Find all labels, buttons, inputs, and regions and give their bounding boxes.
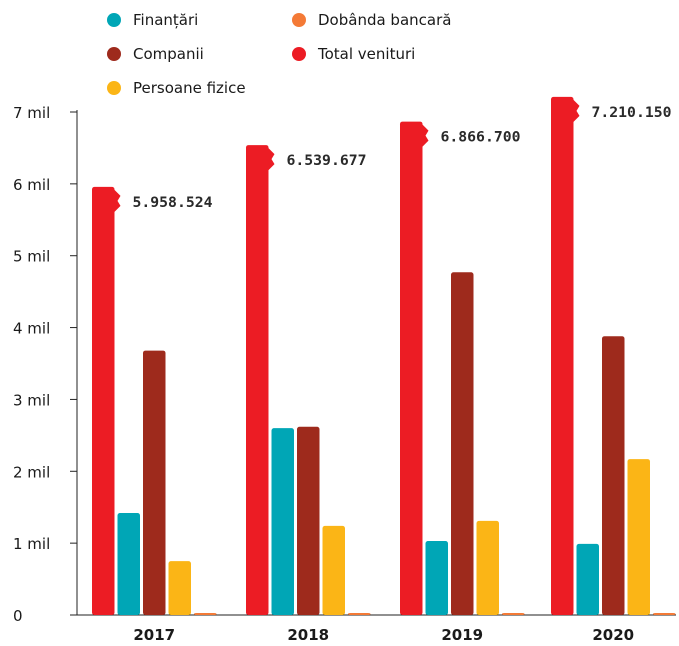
total-labels: 5.958.524 6.539.677 6.866.700 7.210.150 xyxy=(113,98,672,213)
total-value-label: 6.539.677 xyxy=(287,153,367,169)
legend-swatch xyxy=(292,47,306,61)
y-tick-label: 1 mil xyxy=(13,535,50,553)
y-tick-label: 3 mil xyxy=(13,391,50,409)
bar-persoane-fizice-2018 xyxy=(322,525,345,615)
bar-companii-2017 xyxy=(143,350,166,615)
bar-dobanda-bancara-2018 xyxy=(348,613,371,615)
legend-item-companii: Companii xyxy=(107,45,204,63)
callout-tail xyxy=(421,123,429,148)
legend-swatch xyxy=(107,81,121,95)
legend-label: Finanțări xyxy=(133,11,199,29)
legend-item-persoane-fizice: Persoane fizice xyxy=(107,79,246,97)
legend-label: Persoane fizice xyxy=(133,79,246,97)
bar-companii-2020 xyxy=(602,336,625,615)
x-tick-label: 2017 xyxy=(133,626,175,644)
bar-persoane-fizice-2020 xyxy=(627,459,650,615)
bar-finantari-2020 xyxy=(576,543,599,615)
legend-label: Total venituri xyxy=(318,45,416,63)
y-tick-label: 4 mil xyxy=(13,320,50,338)
y-axis: 0 1 mil 2 mil 3 mil 4 mil 5 mil 6 mil 7 mil xyxy=(13,104,676,625)
bar-dobanda-bancara-2020 xyxy=(653,613,676,615)
bar-total-venituri-2017 xyxy=(92,186,115,615)
total-value-label: 7.210.150 xyxy=(592,105,672,121)
bar-total-venituri-2019 xyxy=(400,121,423,616)
legend-item-finantari: Finanțări xyxy=(107,11,198,29)
bar-companii-2019 xyxy=(451,272,474,615)
bar-total-venituri-2020 xyxy=(551,96,574,615)
bar-persoane-fizice-2017 xyxy=(168,561,191,615)
legend-swatch xyxy=(107,13,121,27)
y-tick-label: 7 mil xyxy=(13,104,50,122)
bar-dobanda-bancara-2017 xyxy=(194,613,217,615)
bar-total-venituri-2018 xyxy=(246,145,269,615)
legend-label: Companii xyxy=(133,45,204,63)
x-axis: 2017 2018 2019 2020 xyxy=(133,626,634,644)
x-tick-label: 2019 xyxy=(441,626,483,644)
y-tick-label: 2 mil xyxy=(13,463,50,481)
callout-tail xyxy=(572,98,580,123)
legend-label: Dobânda bancară xyxy=(318,11,452,29)
callout-tail xyxy=(267,147,275,172)
total-value-label: 5.958.524 xyxy=(133,195,213,211)
bar-dobanda-bancara-2019 xyxy=(502,613,525,615)
legend-item-total-venituri: Total venituri xyxy=(292,45,415,63)
bar-finantari-2018 xyxy=(271,428,294,615)
y-tick-label: 5 mil xyxy=(13,248,50,266)
bar-companii-2018 xyxy=(297,426,320,615)
legend-swatch xyxy=(292,13,306,27)
bars-group xyxy=(92,96,676,616)
y-tick-label: 6 mil xyxy=(13,176,50,194)
legend-item-dobanda-bancara: Dobânda bancară xyxy=(292,11,451,29)
bar-persoane-fizice-2019 xyxy=(476,520,499,615)
x-tick-label: 2020 xyxy=(592,626,634,644)
total-value-label: 6.866.700 xyxy=(441,130,521,146)
callout-tail xyxy=(113,188,121,213)
y-tick-label: 0 xyxy=(13,607,23,625)
bar-finantari-2019 xyxy=(425,540,448,615)
x-tick-label: 2018 xyxy=(287,626,329,644)
bar-finantari-2017 xyxy=(117,512,140,615)
legend-swatch xyxy=(107,47,121,61)
